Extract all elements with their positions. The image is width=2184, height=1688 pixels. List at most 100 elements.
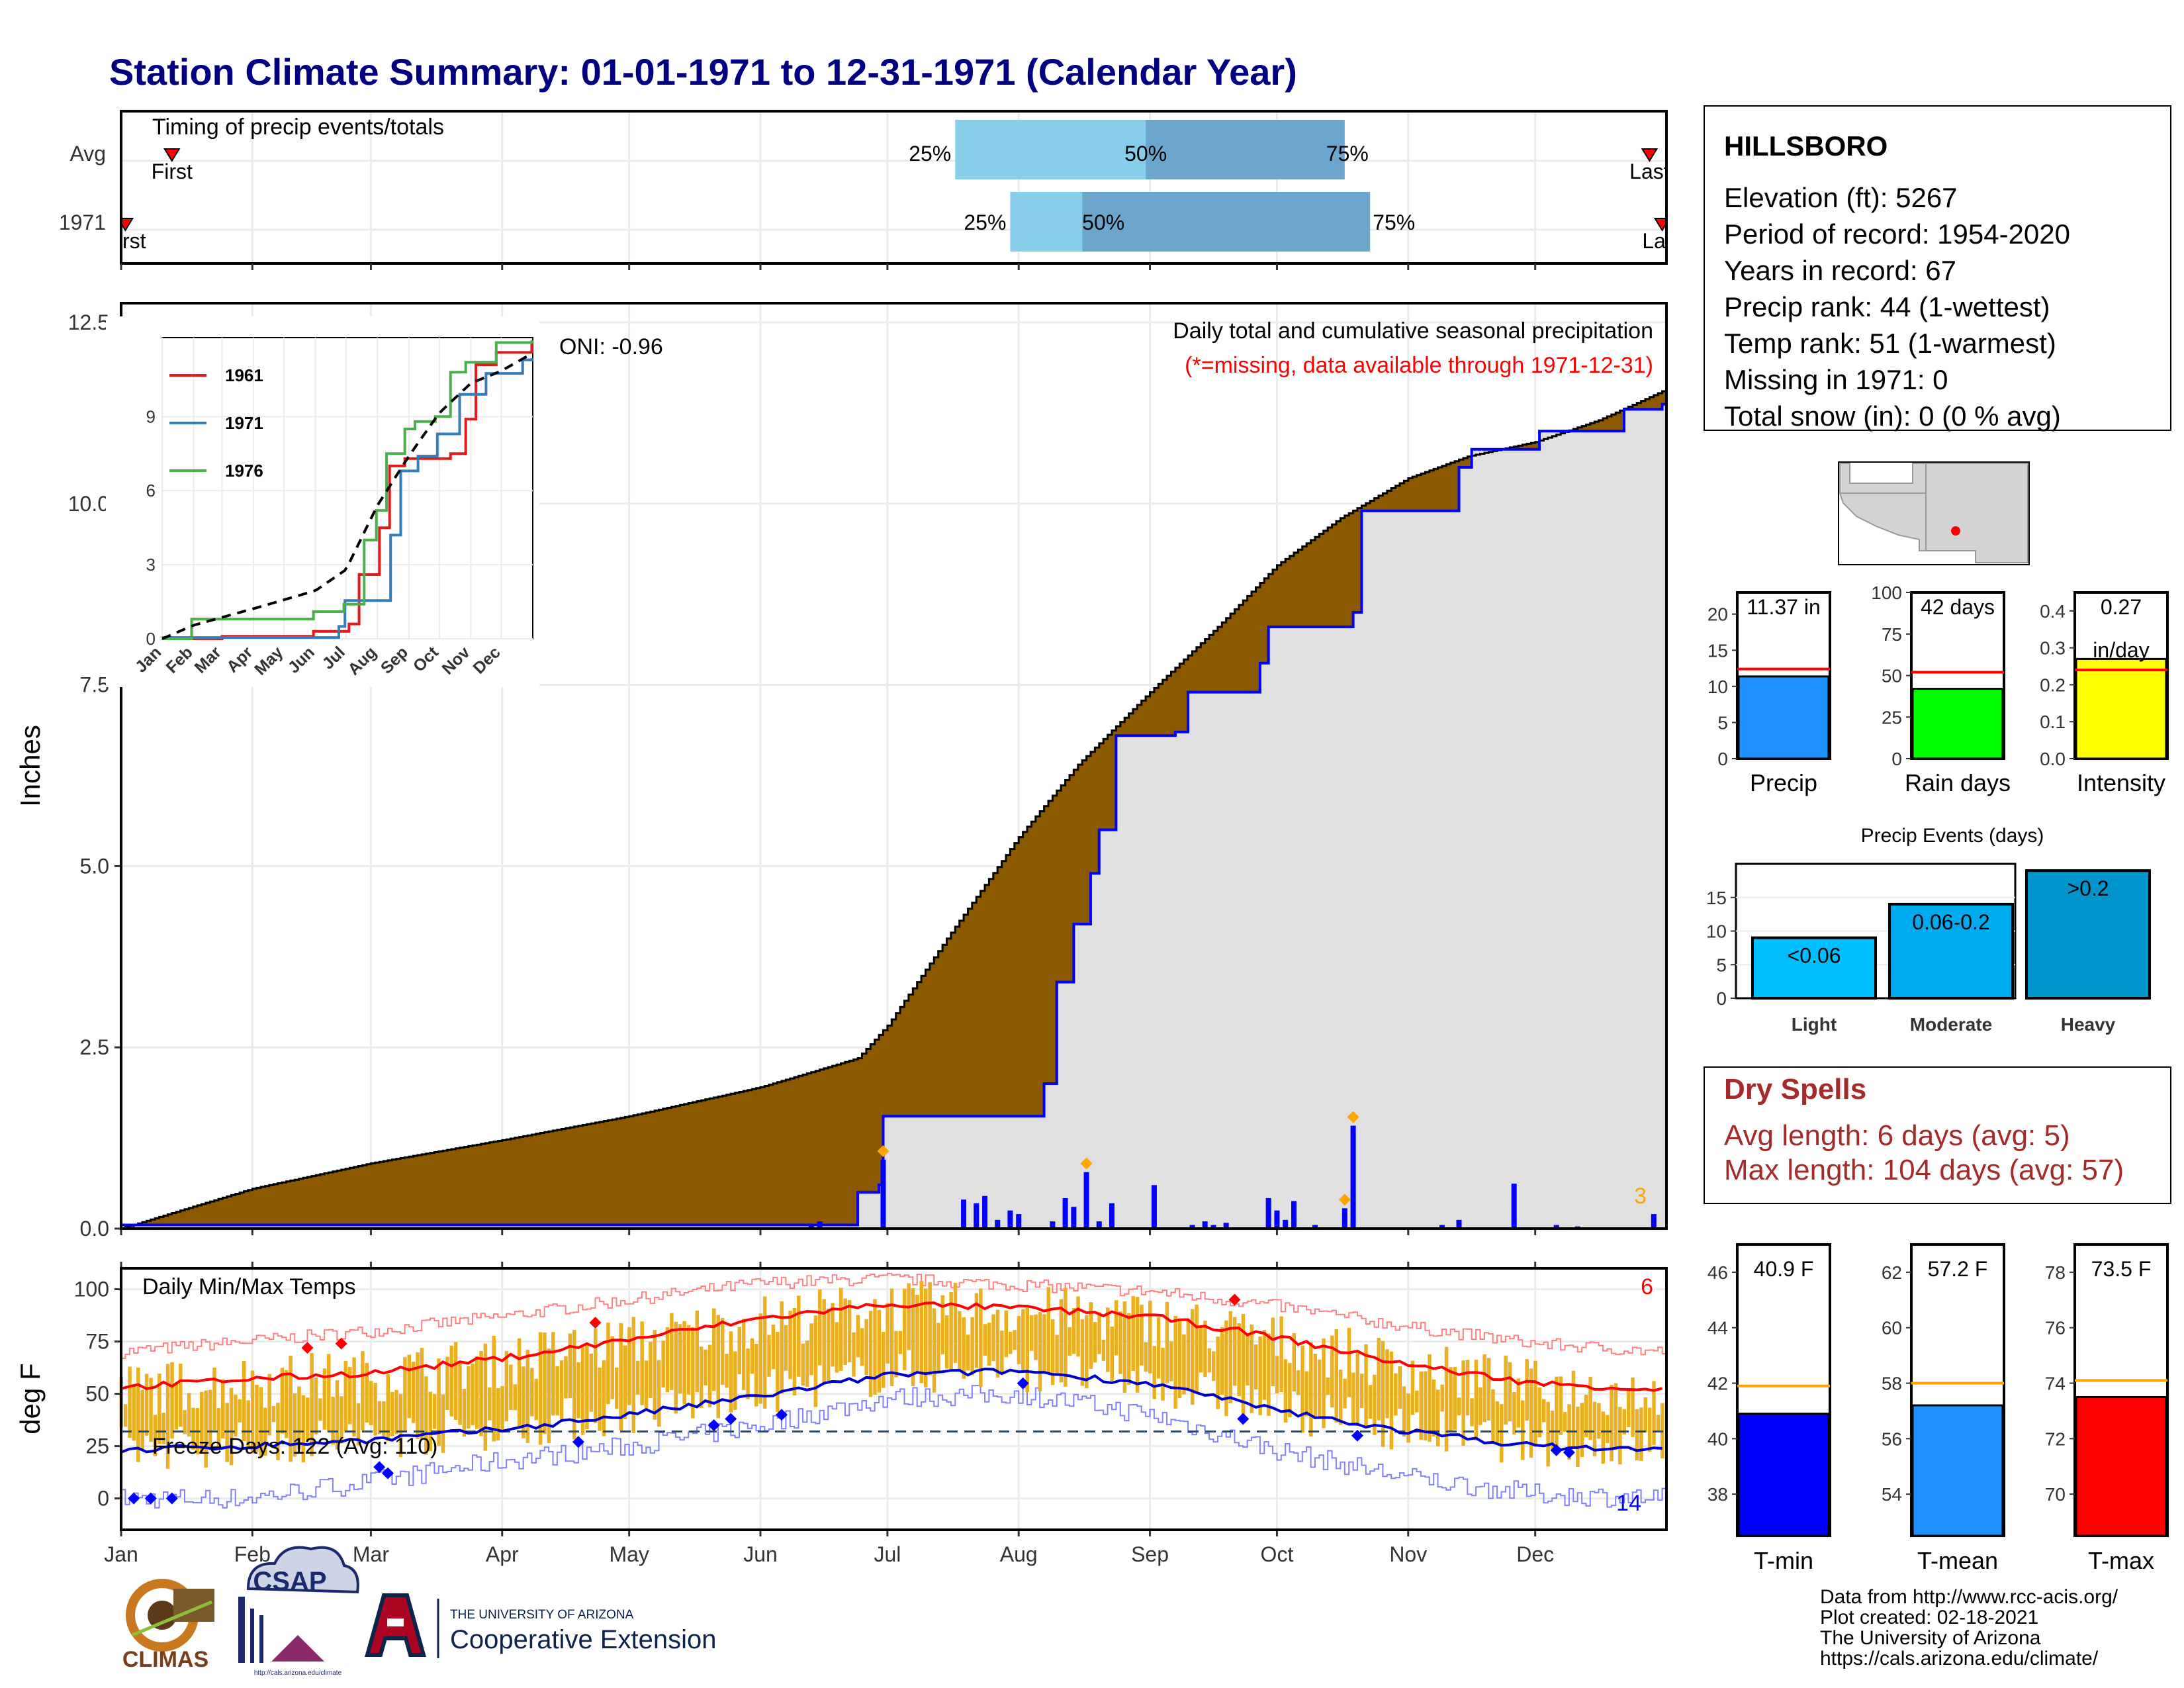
daily-temp-bar [665,1327,670,1393]
inset-legend-label: 1976 [225,461,263,481]
avg-min-temp-line [120,1368,1662,1454]
daily-temp-bar [661,1340,665,1388]
daily-precip-bar [1342,1208,1347,1229]
daily-temp-bar [382,1401,386,1436]
precip-events-bar-label: <0.06 [1788,944,1841,968]
daily-temp-bar [377,1401,382,1434]
precip-events-bar [2025,869,2151,1000]
timing-bar-upper-quartile [1146,120,1345,179]
daily-precip-bar [1274,1210,1280,1229]
daily-temp-bar [1546,1401,1550,1467]
daily-temp-bar [1326,1377,1330,1395]
timing-pct-25: 25% [909,142,951,165]
daily-precip-record-marker [1338,1194,1351,1206]
temp-total-ytick-label: 38 [1707,1484,1728,1505]
daily-temp-bar [644,1360,649,1410]
oni-label: ONI: -0.96 [559,334,663,359]
daily-temp-bar [534,1378,538,1421]
daily-temp-bar [1140,1304,1144,1366]
daily-temp-bar [488,1387,492,1421]
daily-temp-bar [1292,1333,1297,1391]
station-snow: Total snow (in): 0 (0 % avg) [1724,400,2061,432]
daily-temp-bar [1296,1370,1300,1395]
daily-temp-bar [1191,1309,1195,1405]
daily-temp-bar [449,1345,453,1417]
daily-precip-bar [1210,1225,1216,1229]
daily-temp-bar [432,1394,437,1429]
daily-temp-bar [860,1328,864,1366]
daily-temp-bar [737,1327,741,1375]
daily-temp-bar [839,1288,843,1371]
daily-temp-bar [1453,1366,1457,1430]
daily-temp-bar [1465,1360,1470,1416]
daily-temp-bar [1076,1296,1080,1357]
daily-temp-bar [826,1308,831,1381]
daily-temp-bar [1089,1302,1093,1369]
precip-total-ytick-label: 0.0 [2040,749,2066,769]
daily-temp-bar [1021,1309,1025,1371]
daily-temp-bar [1008,1331,1013,1354]
temp-total-ytick-label: 72 [2045,1429,2066,1449]
timing-bar-lower-quartile [1010,192,1083,252]
daily-temp-bar [365,1362,369,1423]
precip-total-ytick-label: 5 [1717,712,1728,733]
daily-temp-bar [1474,1360,1479,1441]
daily-temp-bar [522,1366,525,1438]
daily-temp-bar [610,1336,615,1399]
daily-temp-bar [1322,1338,1326,1429]
daily-temp-bar [780,1301,784,1394]
daily-temp-bar [1127,1313,1131,1385]
daily-precip-bar [982,1196,988,1229]
precip-total-ytick-label: 25 [1882,707,1902,727]
daily-temp-bar [1610,1384,1614,1462]
daily-temp-bar [1381,1341,1385,1447]
daily-temp-bar [1131,1295,1135,1371]
daily-temp-bar [259,1387,263,1458]
daily-temp-bar [1486,1358,1491,1421]
daily-temp-bar [606,1323,610,1405]
daily-temp-bar [1313,1353,1318,1418]
precip-ytick-label: 5.0 [80,854,109,878]
daily-temp-bar [640,1321,644,1405]
daily-temp-bar [1529,1368,1533,1458]
daily-temp-bar [1402,1386,1406,1437]
daily-temp-bar [1135,1297,1140,1393]
daily-temp-bar [144,1374,149,1436]
daily-temp-bar [229,1387,234,1466]
daily-temp-bar [1271,1317,1275,1387]
daily-temp-bar [458,1362,462,1425]
daily-temp-bar [1220,1327,1224,1395]
daily-temp-bar [1520,1400,1525,1460]
station-period: Period of record: 1954-2020 [1724,218,2070,250]
daily-temp-bar [898,1331,903,1354]
station-elevation: Elevation (ft): 5267 [1724,182,1958,213]
temp-record-marker [707,1419,720,1431]
daily-temp-bar [1440,1384,1444,1412]
daily-temp-bar [835,1322,839,1373]
daily-temp-bar [619,1323,623,1430]
temp-xtick-label: Nov [1389,1542,1427,1566]
daily-temp-bar [1347,1327,1351,1397]
daily-temp-bar [1444,1346,1449,1452]
daily-temp-bar [1389,1351,1394,1450]
daily-precip-bar [1553,1225,1559,1229]
daily-temp-bar [1508,1362,1512,1422]
inset-ytick-label: 9 [146,406,156,426]
daily-temp-bar [445,1356,449,1410]
precip-total-ytick-label: 0.2 [2040,675,2066,695]
daily-temp-bar [631,1317,636,1433]
daily-temp-bar [369,1381,373,1425]
footer-line-1: Data from http://www.rcc-acis.org/ [1820,1586,2118,1608]
daily-temp-bar [1559,1376,1563,1435]
daily-temp-bar [1071,1307,1076,1354]
daily-temp-bar [1182,1334,1186,1395]
daily-temp-bar [158,1373,161,1444]
temp-record-marker [775,1409,788,1421]
daily-temp-bar [962,1317,966,1379]
footer-line-4: https://cals.arizona.edu/climate/ [1820,1648,2099,1669]
dry-spells-title: Dry Spells [1724,1073,1866,1105]
daily-temp-bar [331,1396,335,1445]
daily-temp-bar [1080,1319,1085,1386]
daily-temp-bar [1283,1359,1288,1423]
daily-temp-bar [1148,1300,1152,1374]
